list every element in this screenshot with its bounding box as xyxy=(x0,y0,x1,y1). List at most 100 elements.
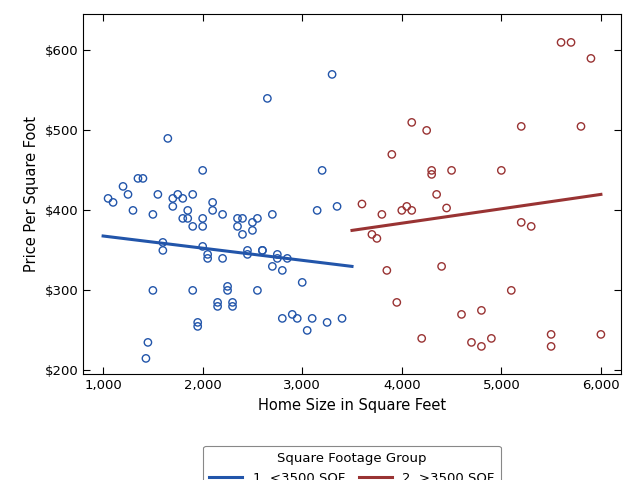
Point xyxy=(262,95,273,102)
Point xyxy=(257,247,268,254)
Point xyxy=(198,242,208,250)
Point xyxy=(202,254,212,262)
Point xyxy=(232,223,243,230)
Point xyxy=(178,215,188,222)
Point xyxy=(486,335,497,342)
Point xyxy=(268,263,278,270)
Point xyxy=(417,335,427,342)
Point xyxy=(332,203,342,210)
Point xyxy=(406,206,417,214)
Point xyxy=(207,206,218,214)
Point xyxy=(143,338,153,346)
Point xyxy=(218,254,228,262)
Point xyxy=(182,206,193,214)
Point xyxy=(243,247,253,254)
Point xyxy=(247,218,257,226)
Point xyxy=(277,266,287,274)
Point xyxy=(596,331,606,338)
Point xyxy=(148,287,158,294)
Point xyxy=(272,251,282,258)
Point xyxy=(287,311,298,318)
Point xyxy=(357,200,367,208)
Point xyxy=(252,287,262,294)
Point xyxy=(431,191,442,198)
Point xyxy=(268,211,278,218)
Point xyxy=(302,326,312,334)
Point xyxy=(198,223,208,230)
Point xyxy=(496,167,506,174)
Point xyxy=(406,119,417,126)
Point xyxy=(193,319,203,326)
Point xyxy=(227,302,237,310)
Point xyxy=(141,355,151,362)
Point xyxy=(232,215,243,222)
Point xyxy=(157,239,168,246)
Point xyxy=(207,199,218,206)
Point xyxy=(157,247,168,254)
Point xyxy=(277,314,287,322)
Point xyxy=(148,211,158,218)
Point xyxy=(252,215,262,222)
Point xyxy=(586,55,596,62)
Point xyxy=(467,338,477,346)
Legend: 1. <3500 SQF, 2. >3500 SQF: 1. <3500 SQF, 2. >3500 SQF xyxy=(203,446,501,480)
Point xyxy=(297,278,307,286)
Point xyxy=(243,251,253,258)
Point xyxy=(506,287,516,294)
Point xyxy=(108,199,118,206)
Point xyxy=(546,331,556,338)
Point xyxy=(188,287,198,294)
Point xyxy=(402,203,412,210)
Point xyxy=(163,134,173,142)
Point xyxy=(327,71,337,78)
Point xyxy=(223,283,233,290)
Point xyxy=(168,194,178,202)
Point xyxy=(218,211,228,218)
Point xyxy=(118,182,128,190)
Point xyxy=(168,203,178,210)
Point xyxy=(526,223,536,230)
Point xyxy=(123,191,133,198)
Point xyxy=(436,263,447,270)
Point xyxy=(322,319,332,326)
Point xyxy=(237,215,248,222)
Point xyxy=(476,343,486,350)
Point xyxy=(188,223,198,230)
Point xyxy=(312,206,323,214)
Point xyxy=(227,299,237,306)
Point xyxy=(182,215,193,222)
Point xyxy=(202,251,212,258)
Point xyxy=(128,206,138,214)
Point xyxy=(212,299,223,306)
Point xyxy=(247,227,257,234)
Point xyxy=(307,314,317,322)
Point xyxy=(212,302,223,310)
Point xyxy=(178,194,188,202)
Point xyxy=(138,175,148,182)
Point xyxy=(372,235,382,242)
Point xyxy=(223,287,233,294)
Y-axis label: Price Per Square Foot: Price Per Square Foot xyxy=(24,116,39,272)
Point xyxy=(292,314,302,322)
Point xyxy=(397,206,407,214)
Point xyxy=(237,230,248,238)
Point xyxy=(442,204,452,212)
Point xyxy=(516,122,526,130)
Point xyxy=(173,191,183,198)
Point xyxy=(576,122,586,130)
Point xyxy=(257,247,268,254)
Point xyxy=(198,215,208,222)
Point xyxy=(188,191,198,198)
Point xyxy=(447,167,457,174)
Point xyxy=(566,38,576,46)
Point xyxy=(317,167,327,174)
Point xyxy=(476,307,486,314)
Point xyxy=(367,230,377,238)
Point xyxy=(193,323,203,330)
Point xyxy=(426,167,436,174)
X-axis label: Home Size in Square Feet: Home Size in Square Feet xyxy=(258,398,446,413)
Point xyxy=(387,151,397,158)
Point xyxy=(422,127,432,134)
Point xyxy=(272,254,282,262)
Point xyxy=(377,211,387,218)
